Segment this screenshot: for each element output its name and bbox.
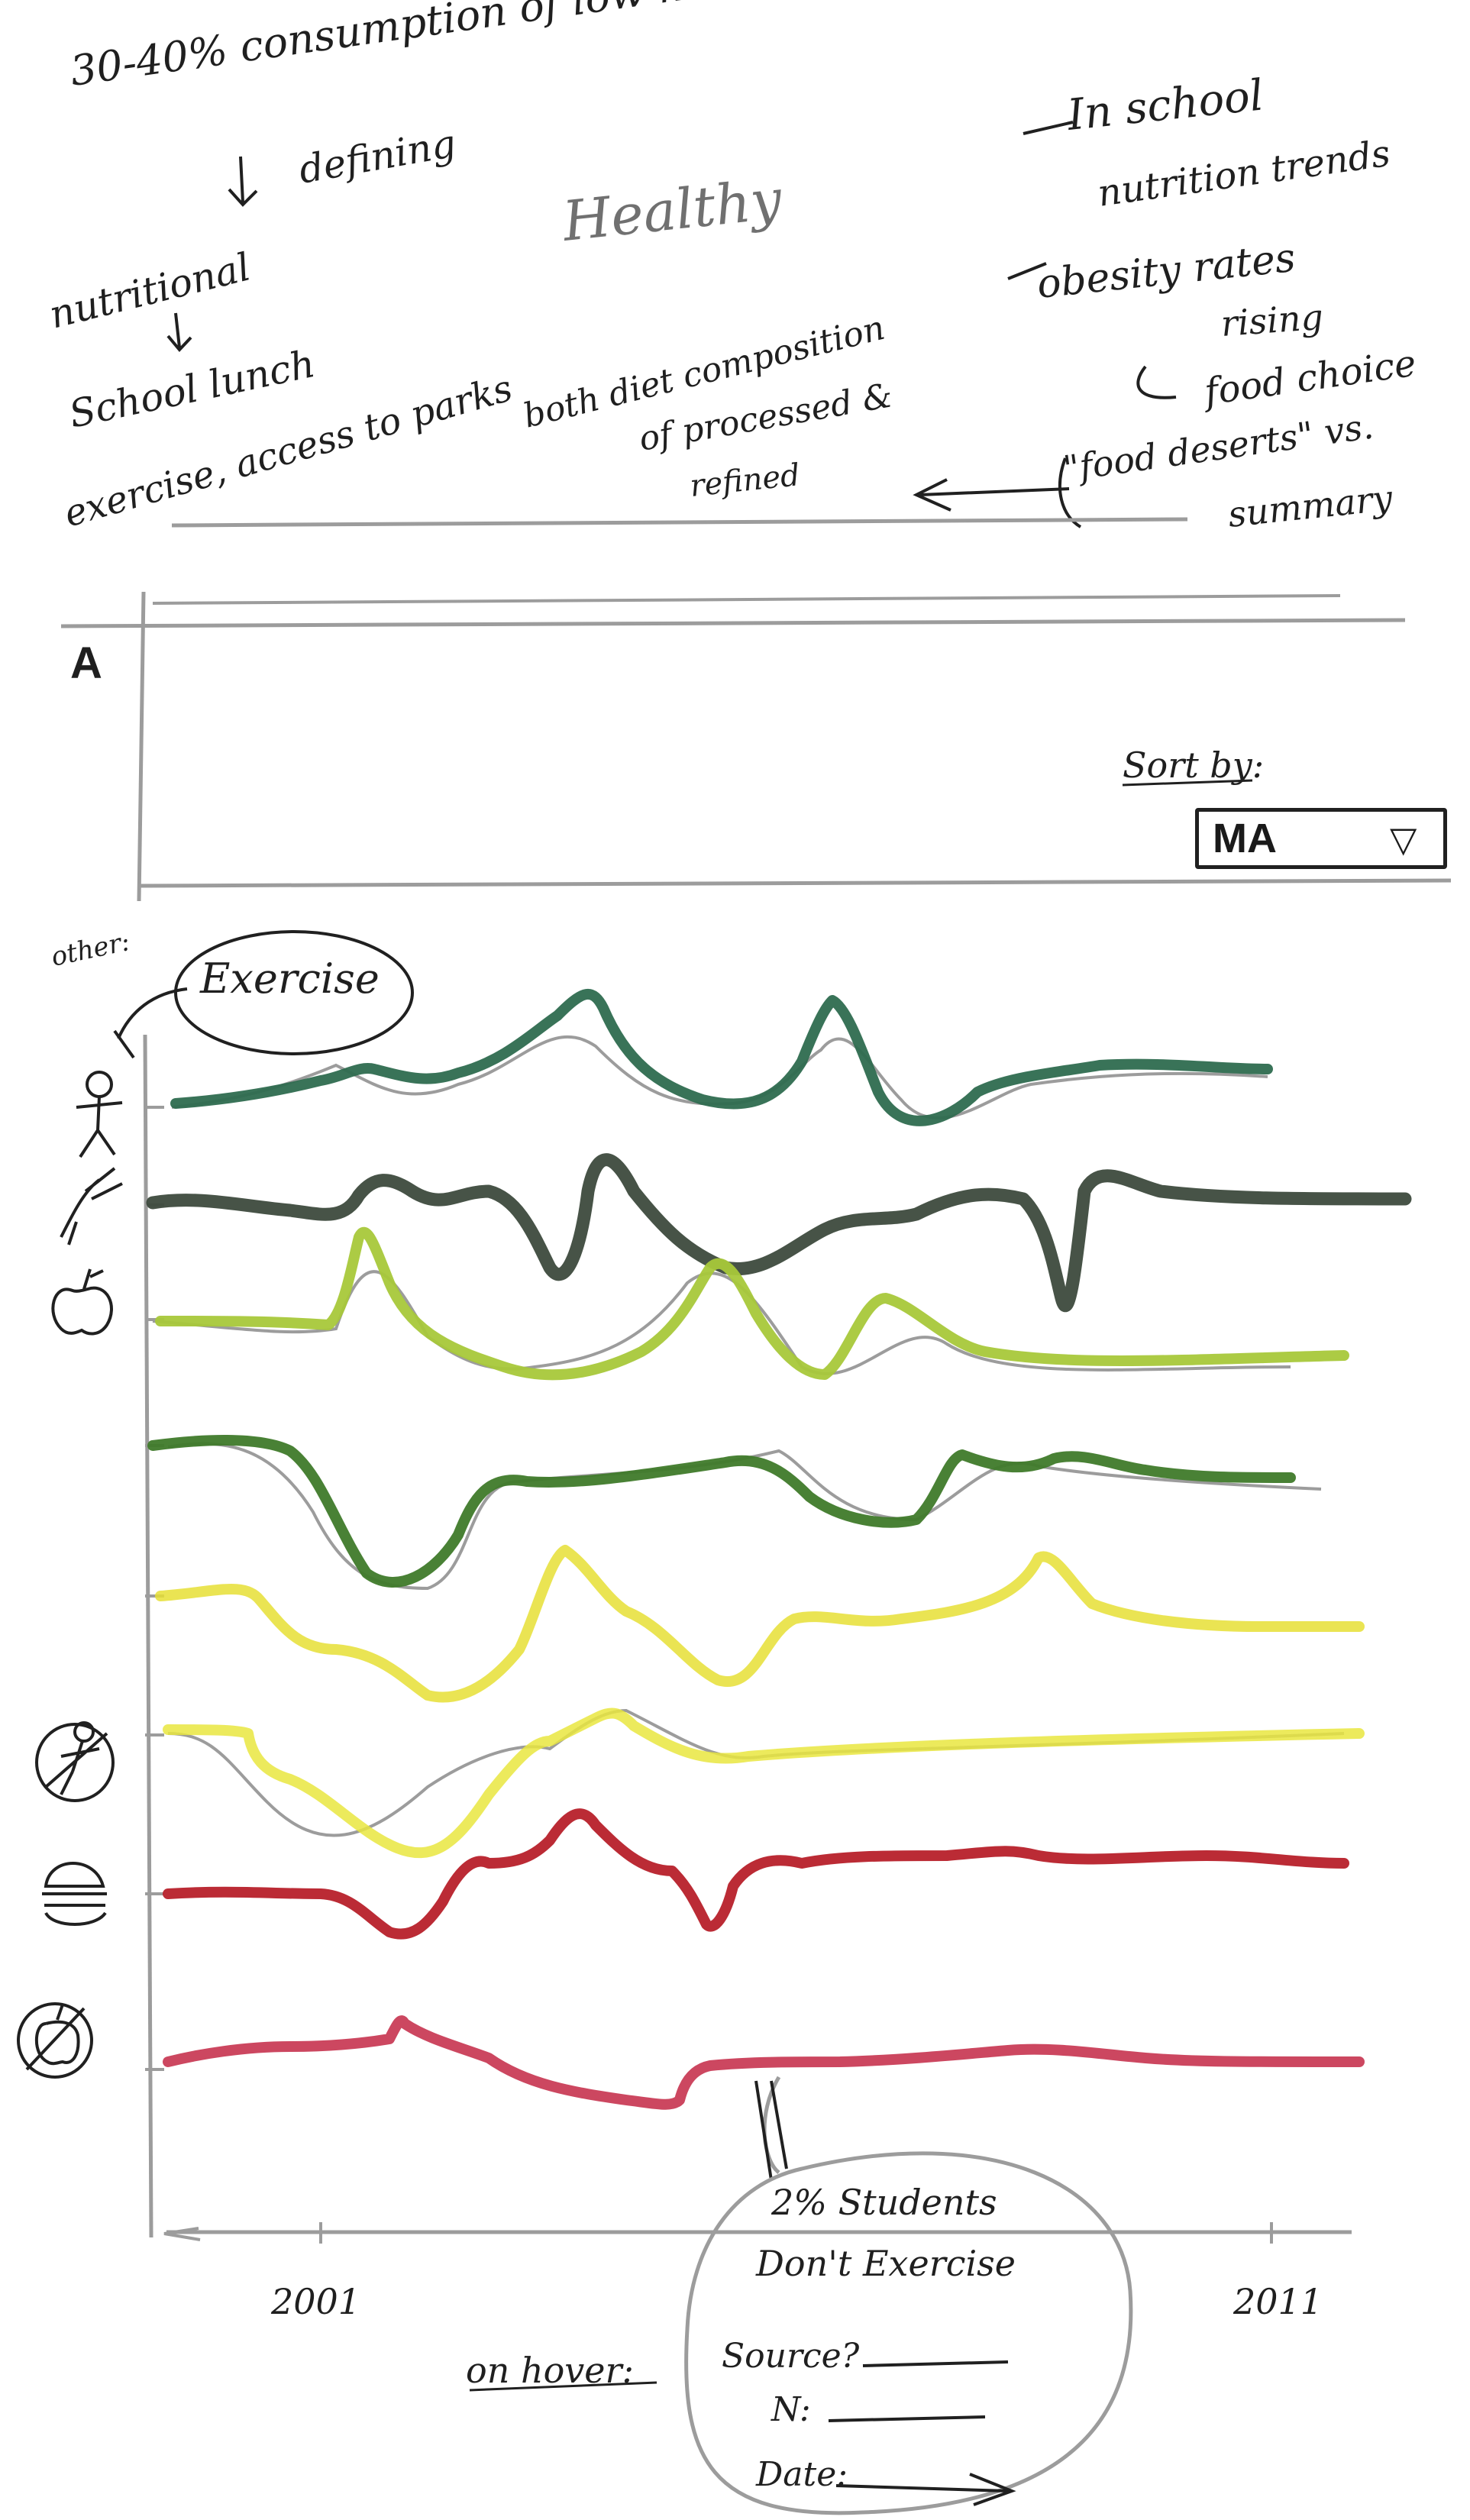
note-arrow-down-2 (166, 312, 192, 353)
note-dash-1 (1023, 121, 1074, 135)
series-line-3[interactable] (155, 1226, 1349, 1381)
no-apple-icon (17, 2002, 93, 2079)
exercise-tooltip-pointer (117, 987, 188, 1039)
note-refined: refined (688, 457, 802, 504)
notes-section: 30-40% consumption of low nutrition defi… (45, 0, 1419, 536)
sort-by-underline (1122, 779, 1253, 787)
hover-field-date-line (835, 2473, 1016, 2506)
note-nutrition-trends: nutrition trends (1095, 132, 1393, 215)
exercise-tooltip-bubble (174, 930, 414, 1055)
fast-food-icon (42, 1862, 107, 1926)
overview-y-marker: A (70, 638, 102, 688)
pencil-guides (152, 1035, 1345, 1837)
note-food-choice: food choice (1200, 342, 1419, 415)
chart-y-axis (143, 1034, 153, 2238)
x-tick-label-start: 2001 (270, 2281, 360, 2322)
note-arrow-down-1 (228, 156, 258, 207)
hover-text-2: Don't Exercise (755, 2243, 1016, 2284)
note-nutritional: nutritional (45, 244, 255, 337)
note-summary: summary (1226, 477, 1395, 535)
series-line-2[interactable] (146, 1153, 1412, 1312)
note-consumption: 30-40% consumption of low nutrition (67, 0, 843, 95)
series-line-5[interactable] (155, 1545, 1365, 1703)
flexing-arm-icon (60, 1167, 123, 1245)
note-underline (171, 517, 1188, 528)
sort-select[interactable]: MA (1195, 808, 1447, 869)
series-layer (146, 988, 1412, 2110)
note-bracket (1058, 457, 1082, 528)
note-arrow-left (913, 478, 1070, 512)
bullet-label: other: (49, 926, 133, 973)
series-line-6[interactable] (163, 1707, 1365, 1859)
hover-text-1: 2% Students (771, 2182, 997, 2223)
overview-top-line-2 (152, 594, 1341, 605)
note-dash-2 (1007, 262, 1047, 280)
no-exercise-icon (35, 1721, 115, 1802)
x-axis-arrow-left (163, 2227, 201, 2241)
overview-panel: A Sort by: (60, 591, 1452, 902)
series-line-4[interactable] (147, 1435, 1296, 1588)
series-line-7[interactable] (163, 1808, 1349, 1940)
series-line-8[interactable] (163, 2015, 1365, 2110)
hover-tooltip: 2% Students Don't Exercise Source? N: Da… (684, 2076, 1133, 2515)
series-icons (17, 1029, 135, 2079)
hover-field-n-line (828, 2415, 986, 2422)
hover-pointer-ink (754, 2080, 788, 2181)
note-food-deserts: "food deserts" vs. (1061, 405, 1376, 489)
note-rising: rising (1220, 296, 1325, 344)
exercise-tooltip[interactable]: Exercise (117, 930, 414, 1055)
note-in-school: In school (1065, 70, 1266, 141)
hover-field-date: Date: (755, 2455, 848, 2494)
hover-field-source: Source? (722, 2337, 860, 2376)
overview-y-axis (137, 591, 146, 902)
hover-bubble (684, 2151, 1133, 2515)
sort-by-label: Sort by: (1123, 745, 1264, 786)
person-exercise-icon (76, 1029, 135, 1158)
line-chart: 2001 2011 (17, 926, 1412, 2515)
note-healthy: Healthy (558, 166, 786, 254)
x-tick-label-end: 2011 (1233, 2281, 1323, 2322)
series-line-1[interactable] (170, 988, 1273, 1126)
hover-field-source-line (862, 2360, 1009, 2367)
overview-top-line (60, 618, 1406, 628)
exercise-tooltip-text: Exercise (199, 955, 380, 1003)
note-defining: defining (296, 121, 459, 192)
note-obesity: obesity rates (1035, 235, 1297, 308)
apple-icon (51, 1268, 113, 1336)
hover-label-underline (469, 2381, 657, 2392)
hover-field-n: N: (771, 2390, 811, 2429)
note-arrow-hook (1136, 365, 1177, 399)
overview-x-axis (138, 878, 1452, 888)
note-school-lunch: School lunch (65, 341, 318, 437)
